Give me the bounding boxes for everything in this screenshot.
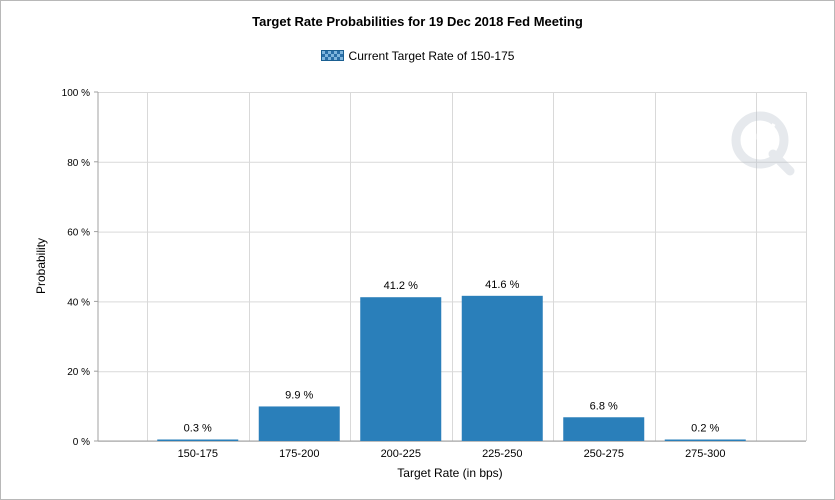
data-label-150-175: 0.3 % [184,423,212,435]
x-tick-label-275-300: 275-300 [685,448,725,460]
y-tick-label: 40 % [67,297,90,308]
legend-swatch-icon [320,50,344,61]
x-tick-labels: 150-175 175-200 200-225 225-250 250-275 275-3… [178,448,726,460]
grid-lines [98,92,807,442]
y-tick-label: 80 % [67,158,90,169]
q-logo-tail [768,149,795,176]
y-tick-label: 0 % [73,437,90,448]
legend-label: Current Target Rate of 150-175 [348,49,515,63]
y-tick-label: 20 % [67,367,90,378]
x-tick-label-200-225: 200-225 [381,448,421,460]
chart-title: Target Rate Probabilities for 19 Dec 201… [252,14,583,29]
bars [157,295,746,442]
bar-200-225[interactable] [360,297,442,441]
y-axis-label: Probability [34,238,48,294]
data-labels: 0.3 % 9.9 % 41.2 % 41.6 % 6.8 % 0.2 % [184,279,720,435]
watermark [731,111,795,176]
bar-175-200[interactable] [258,406,340,441]
x-axis-label: Target Rate (in bps) [397,466,502,480]
bar-150-175[interactable] [157,439,239,442]
bar-225-250[interactable] [461,295,543,441]
chart-legend[interactable]: Current Target Rate of 150-175 [0,49,835,63]
data-label-275-300: 0.2 % [691,423,719,435]
y-tick-label: 100 % [62,88,90,99]
x-tick-label-150-175: 150-175 [178,448,218,460]
q-logo-bolt [744,123,776,152]
x-tick-label-175-200: 175-200 [279,448,319,460]
data-label-200-225: 41.2 % [384,280,418,292]
x-tick-label-225-250: 225-250 [482,448,522,460]
y-tick-labels: 0 % 20 % 40 % 60 % 80 % 100 % [62,88,98,448]
data-label-175-200: 9.9 % [285,389,313,401]
bar-250-275[interactable] [563,417,645,441]
data-label-250-275: 6.8 % [590,400,618,412]
x-tick-label-250-275: 250-275 [584,448,624,460]
data-label-225-250: 41.6 % [485,279,519,291]
bar-275-300[interactable] [664,439,746,442]
q-logo-icon [731,111,789,169]
y-tick-label: 60 % [67,228,90,239]
